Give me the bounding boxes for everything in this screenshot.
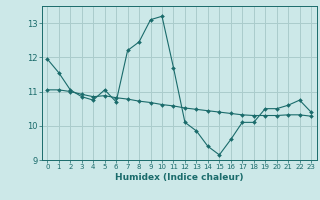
X-axis label: Humidex (Indice chaleur): Humidex (Indice chaleur) <box>115 173 244 182</box>
